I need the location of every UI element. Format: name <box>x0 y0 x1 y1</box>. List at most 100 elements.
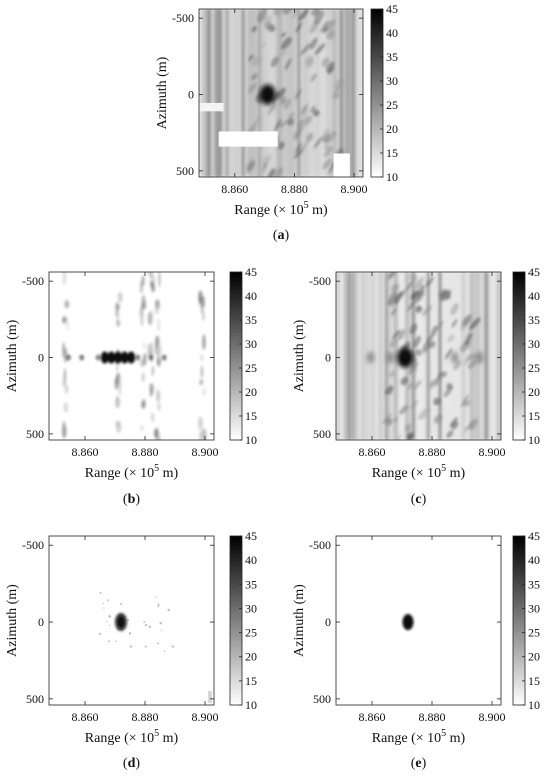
clutter-strip <box>340 9 343 177</box>
sidelobe-blob <box>246 160 256 172</box>
panel-caption: (d) <box>123 756 140 771</box>
x-axis-label-unit: m) <box>446 466 465 481</box>
sidelobe-blob <box>399 405 409 415</box>
residual-dot <box>108 624 111 627</box>
sidelobe-blob <box>321 57 330 68</box>
residual-dot <box>129 645 133 648</box>
caption-open-paren: ( <box>273 228 278 243</box>
sidelobe-blob <box>295 21 303 33</box>
range-sidelobe <box>66 354 71 361</box>
sidelobe-blob <box>280 32 286 38</box>
sidelobe-blob <box>433 397 441 406</box>
clutter-column <box>326 9 332 177</box>
streak-blob <box>63 368 67 378</box>
clutter-column <box>251 9 257 177</box>
sidelobe-blob <box>412 335 421 348</box>
sidelobe-blob <box>310 105 316 113</box>
streak-blob <box>149 383 155 396</box>
streak-blob <box>201 295 206 309</box>
caption-open-paren: ( <box>411 756 416 771</box>
residual-dot <box>157 603 160 605</box>
sidelobe-blob <box>407 434 414 440</box>
caption-close-paren: ) <box>422 492 427 507</box>
streak-blob <box>156 344 162 360</box>
sidelobe-blob <box>267 168 276 177</box>
sidelobe-blob <box>283 98 292 110</box>
sidelobe-blob <box>431 327 436 334</box>
streak-blob <box>154 304 159 315</box>
sidelobe-blob <box>406 281 413 291</box>
sidelobe-blob <box>426 334 434 343</box>
sidelobe-blob <box>434 376 442 386</box>
sidelobe-blob <box>252 115 261 129</box>
sidelobe-blob <box>279 120 288 129</box>
colorbar: 45 40 35 30 25 20 15 10 <box>229 529 257 712</box>
sidelobe-blob <box>422 340 431 353</box>
sidelobe-blob <box>291 9 301 19</box>
target-blob <box>127 351 136 364</box>
clutter-strip <box>385 272 388 440</box>
colorbar-tick-label: 15 <box>386 146 398 160</box>
panel-caption: (e) <box>411 756 427 771</box>
sidelobe-blob <box>391 308 397 317</box>
caption-letter: c <box>415 492 421 507</box>
streak-blob <box>155 389 161 403</box>
colorbar-tick-label: 45 <box>528 265 540 279</box>
heatmap-texture <box>61 272 207 440</box>
range-sidelobe <box>161 354 167 361</box>
caption-open-paren: ( <box>123 756 128 771</box>
colorbar-gradient <box>370 8 384 178</box>
sidelobe-blob <box>415 290 425 304</box>
sidelobe-blob <box>333 92 341 100</box>
clutter-column <box>199 9 203 177</box>
target-blob <box>397 347 413 368</box>
heatmap-texture <box>199 9 363 177</box>
y-tick-label: 0 <box>188 88 194 102</box>
sidelobe-blob <box>443 385 454 398</box>
x-tick-label: 8.880 <box>419 445 446 459</box>
sidelobe-blob <box>411 290 421 301</box>
x-axis-label-exponent: 5 <box>441 728 446 739</box>
panel-b: 8.860 8.880 8.900 -500 0 500 Range (× 105 m) Az… <box>5 265 257 507</box>
sidelobe-blob <box>400 376 409 386</box>
streak-blob <box>63 402 69 413</box>
streak-blob <box>202 309 205 322</box>
colorbar-tick-label: 30 <box>528 337 540 351</box>
clutter-column <box>284 9 288 177</box>
residual-dot <box>163 650 166 653</box>
clutter-gap <box>333 153 350 177</box>
sidelobe-blob <box>451 318 458 328</box>
residual-dot <box>128 632 132 635</box>
sidelobe-blob <box>322 158 332 170</box>
clutter-column <box>393 272 399 440</box>
clutter-column <box>248 9 251 177</box>
sidelobe-blob <box>409 323 418 335</box>
colorbar-tick-label: 40 <box>528 289 540 303</box>
sidelobe-blob <box>251 73 258 81</box>
target-blob <box>259 84 276 105</box>
sidelobe-blob <box>278 49 287 58</box>
sidelobe-blob <box>382 413 392 425</box>
sidelobe-blob <box>414 276 425 288</box>
clutter-column <box>417 272 423 440</box>
target-blob <box>107 351 116 364</box>
caption-close-paren: ) <box>135 492 140 507</box>
sidelobe-blob <box>251 56 262 67</box>
streak-blob <box>62 272 67 286</box>
sidelobe-blob <box>279 95 287 103</box>
residual-dot <box>106 620 108 623</box>
target-blob <box>402 614 414 631</box>
target-blob <box>120 351 129 364</box>
sidelobe-blob <box>440 289 452 302</box>
colorbar-tick-label: 20 <box>245 385 257 399</box>
panel-e: 8.860 8.880 8.900 -500 0 500 Range (× 105 m) Az… <box>292 529 540 771</box>
panel-d: 8.860 8.880 8.900 -500 0 500 Range (× 105 m) Az… <box>5 529 257 771</box>
plot-area <box>49 536 214 705</box>
streak-blob <box>151 412 154 423</box>
y-tick-label: 0 <box>38 351 44 365</box>
sidelobe-blob <box>305 55 314 65</box>
sidelobe-blob <box>384 385 394 395</box>
sidelobe-blob <box>464 400 471 407</box>
colorbar-tick-label: 45 <box>386 2 398 16</box>
colorbar-tick-label: 25 <box>528 361 540 375</box>
